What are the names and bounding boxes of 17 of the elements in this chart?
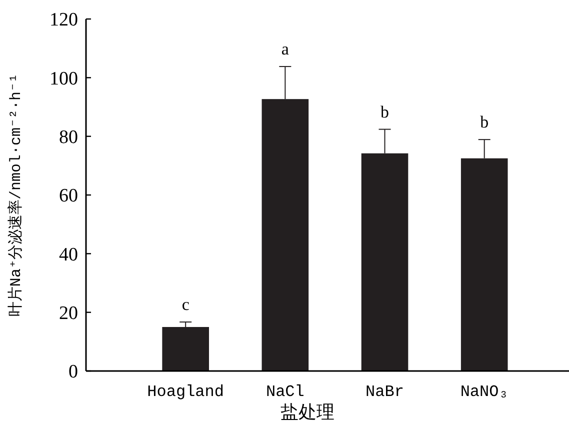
- annotation: b: [480, 112, 489, 132]
- y-tick-label: 40: [59, 244, 78, 266]
- x-tick-label: NaBr: [366, 383, 404, 401]
- annotation: b: [380, 102, 390, 122]
- x-tick-label: NaCl: [266, 383, 304, 401]
- y-tick-label: 100: [50, 68, 78, 90]
- annotation: c: [182, 295, 190, 314]
- y-tick-label: 80: [59, 126, 78, 148]
- y-tick-label: 0: [68, 362, 78, 383]
- y-axis-title: 叶片Na⁺分泌速率/nmol·cm⁻²·h⁻¹: [7, 73, 25, 317]
- x-tick-label: Hoagland: [147, 383, 224, 401]
- annotation: a: [281, 40, 290, 59]
- x-tick-label: NaNO₃: [460, 383, 508, 401]
- x-axis-title: 盐处理: [280, 402, 334, 422]
- y-tick-label: 60: [59, 186, 78, 207]
- y-tick-label: 20: [59, 302, 78, 324]
- y-tick-label: 120: [50, 10, 78, 31]
